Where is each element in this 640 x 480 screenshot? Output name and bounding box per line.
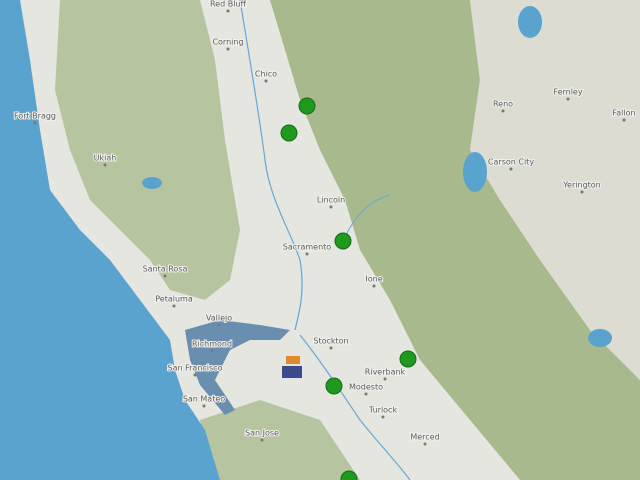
city-dot [226,47,230,51]
city-dot [172,304,176,308]
icon-top [286,356,300,364]
site-marker[interactable] [280,124,298,142]
coast-range [55,0,240,300]
city-dot [509,167,513,171]
city-dot [372,284,376,288]
clear-lake [142,177,162,189]
city-label: Riverbank [365,368,406,377]
city-label: Carson City [488,158,534,167]
city-label: San Jose [245,429,279,438]
city-label: Turlock [368,406,398,415]
city-dot [381,415,385,419]
city-dot [264,79,268,83]
city-label: Stockton [313,337,348,346]
site-marker[interactable] [340,470,358,480]
icon-body [282,366,302,378]
city-dot [329,205,333,209]
site-icon[interactable] [282,356,302,378]
site-marker[interactable] [399,350,417,368]
city-dot [260,438,264,442]
city-dot [305,252,309,256]
site-marker[interactable] [325,377,343,395]
city-dot [580,190,584,194]
lake [518,6,542,38]
city-label: San Mateo [183,395,225,404]
city-dot [423,442,427,446]
city-label: Sacramento [283,243,331,252]
city-label: Modesto [349,383,383,392]
city-dot [217,323,221,327]
sacramento-river [239,0,303,331]
city-label: Corning [212,38,243,47]
site-marker[interactable] [298,97,316,115]
city-label: Vallejo [206,314,232,323]
ocean [0,0,220,480]
lake-tahoe [463,152,487,192]
city-label: Fernley [553,88,582,97]
city-dot [103,163,107,167]
bay [185,320,290,415]
city-label: Ione [365,275,382,284]
city-dot [383,377,387,381]
city-dot [193,373,197,377]
diablo-range [200,400,360,480]
city-dot [622,118,626,122]
city-label: Lincoln [317,196,345,205]
city-label: Fort Bragg [14,112,56,121]
city-label: Petaluma [155,295,193,304]
city-label: Fallon [612,109,635,118]
city-dot [364,392,368,396]
sierra-nevada [270,0,640,480]
city-label: San Francisco [168,364,223,373]
city-label: Reno [493,100,513,109]
city-label: Chico [255,70,277,79]
city-label: Richmond [192,340,232,349]
city-dot [226,9,230,13]
city-dot [210,349,214,353]
city-dot [329,346,333,350]
site-marker[interactable] [334,232,352,250]
city-dot [202,404,206,408]
city-dot [566,97,570,101]
city-label: Yerington [562,181,601,190]
city-dot [163,274,167,278]
great-basin [470,0,640,380]
mono-lake [588,329,612,347]
san-joaquin-river [299,334,411,480]
city-dot [33,121,37,125]
city-dot [501,109,505,113]
city-label: Red Bluff [210,0,247,9]
city-label: Ukiah [94,154,117,163]
city-label: Merced [410,433,439,442]
city-label: Santa Rosa [143,265,188,274]
